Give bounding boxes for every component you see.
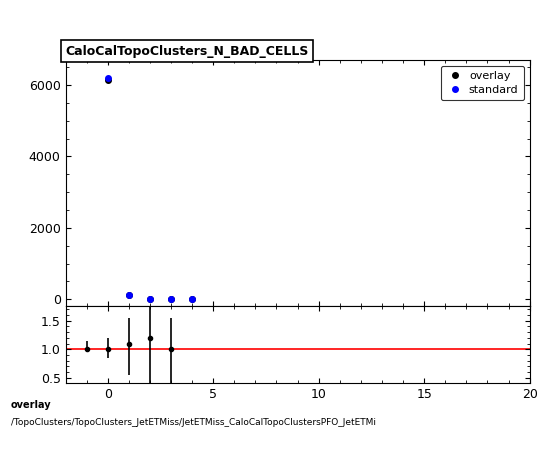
- Line: overlay: overlay: [105, 77, 195, 302]
- Text: overlay: overlay: [11, 400, 51, 410]
- overlay: [189, 296, 195, 302]
- Legend: overlay, standard: overlay, standard: [441, 66, 524, 100]
- overlay: [126, 292, 132, 298]
- overlay: [104, 77, 111, 83]
- standard: [189, 296, 195, 302]
- standard: [168, 296, 174, 302]
- standard: [147, 296, 153, 302]
- Text: /TopoClusters/TopoClusters_JetETMiss/JetETMiss_CaloCalTopoClustersPFO_JetETMi: /TopoClusters/TopoClusters_JetETMiss/Jet…: [11, 418, 376, 427]
- overlay: [168, 296, 174, 302]
- overlay: [147, 296, 153, 302]
- Text: CaloCalTopoClusters_N_BAD_CELLS: CaloCalTopoClusters_N_BAD_CELLS: [66, 44, 309, 57]
- Line: standard: standard: [105, 75, 195, 302]
- standard: [104, 75, 111, 81]
- standard: [126, 292, 132, 298]
